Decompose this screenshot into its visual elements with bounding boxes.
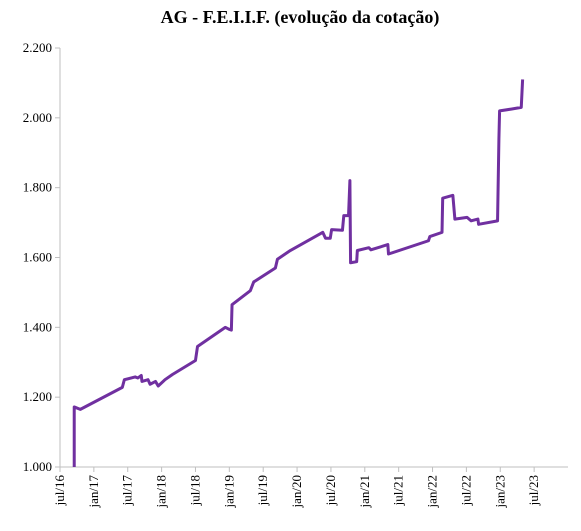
y-tick-label: 1.200 [23,389,52,404]
chart-title: AG - F.E.I.I.F. (evolução da cotação) [161,7,440,28]
x-tick-label: jul/23 [526,475,541,506]
x-tick-label: jul/16 [52,475,67,507]
x-tick-label: jan/18 [154,475,169,509]
line-series [72,79,525,467]
x-tick-label: jul/21 [391,475,406,506]
x-tick-label: jan/22 [425,475,440,509]
x-tick-label: jan/21 [357,475,372,509]
x-tick-label: jul/20 [323,475,338,506]
x-tick-label: jul/18 [187,475,202,506]
x-tick-label: jul/17 [120,475,135,507]
y-tick-label: 2.000 [23,110,52,125]
y-tick-label: 2.200 [23,40,52,55]
y-tick-label: 1.600 [23,250,52,265]
x-tick-label: jan/19 [221,475,236,509]
y-tick-label: 1.400 [23,319,52,334]
x-tick-label: jul/22 [458,475,473,506]
y-tick-label: 1.800 [23,180,52,195]
y-tick-label: 1.000 [23,459,52,474]
x-tick-label: jan/17 [86,475,101,509]
x-tick-label: jan/20 [289,475,304,509]
x-tick-label: jul/19 [255,475,270,506]
x-tick-label: jan/23 [492,475,507,509]
